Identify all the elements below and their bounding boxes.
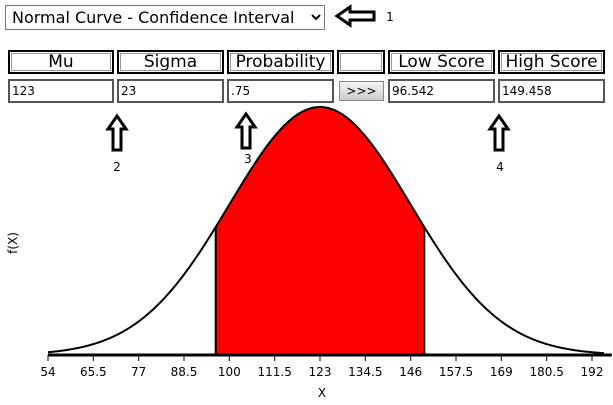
compute-button[interactable]: >>>	[339, 81, 384, 101]
distribution-select[interactable]: Normal Curve - Confidence Interval	[5, 5, 325, 30]
callout-label: 2	[113, 160, 121, 174]
input-low[interactable]	[388, 79, 495, 103]
x-tick-label: 146	[399, 365, 422, 379]
callout-label: 4	[496, 160, 504, 174]
header-sigma: Sigma	[117, 50, 224, 74]
callout-arrow	[487, 113, 511, 152]
input-mu[interactable]	[8, 79, 114, 103]
density-curve	[47, 105, 604, 355]
x-axis-label: X	[318, 386, 326, 400]
x-tick-label: 192	[581, 365, 604, 379]
input-probability[interactable]	[227, 79, 334, 103]
x-tick-label: 111.5	[257, 365, 291, 379]
callout-arrow	[234, 111, 258, 150]
callout-label: 3	[244, 152, 252, 166]
x-tick-label: 77	[131, 365, 146, 379]
callout-arrow	[334, 4, 376, 28]
y-axis-label: f(X)	[6, 232, 20, 254]
x-tick-label: 100	[218, 365, 241, 379]
x-tick-label: 180.5	[529, 365, 563, 379]
header-probability: Probability	[227, 50, 334, 74]
callout-label: 1	[386, 10, 394, 24]
header-mu: Mu	[8, 50, 114, 74]
callout-arrow	[105, 113, 129, 152]
x-tick-label: 134.5	[348, 365, 382, 379]
x-tick-label: 65.5	[80, 365, 107, 379]
input-sigma[interactable]	[117, 79, 224, 103]
header-high: High Score	[498, 50, 605, 74]
x-tick-label: 169	[490, 365, 513, 379]
x-tick-label: 54	[40, 365, 55, 379]
input-high[interactable]	[498, 79, 605, 103]
header-blank	[337, 50, 385, 74]
header-low: Low Score	[388, 50, 495, 74]
x-tick-label: 123	[309, 365, 332, 379]
interval-area	[215, 107, 425, 355]
x-tick-label: 157.5	[439, 365, 473, 379]
x-tick-label: 88.5	[171, 365, 198, 379]
